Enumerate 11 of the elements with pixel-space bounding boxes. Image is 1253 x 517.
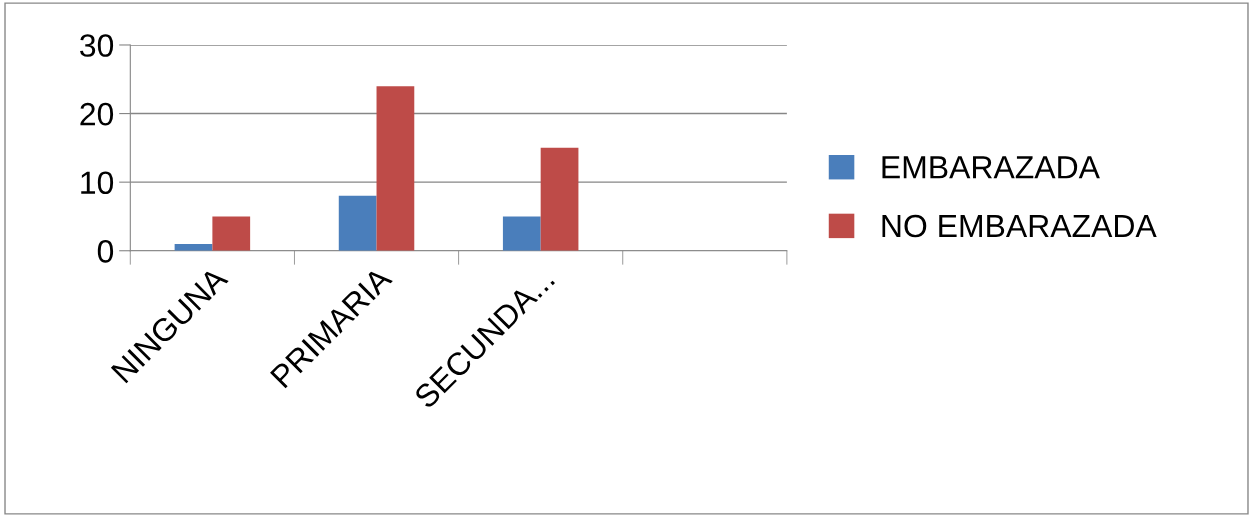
legend-label: NO EMBARAZADA bbox=[882, 214, 1157, 238]
y-tick-label: 10 bbox=[81, 171, 114, 195]
y-tick-label: 30 bbox=[80, 34, 114, 57]
legend-label: EMBARAZADA bbox=[882, 156, 1100, 179]
bar bbox=[502, 216, 541, 251]
bar bbox=[540, 147, 579, 251]
bar bbox=[376, 86, 415, 251]
y-tick-label: 0 bbox=[97, 240, 114, 263]
y-tick-label: 20 bbox=[80, 102, 114, 126]
bar bbox=[212, 216, 251, 251]
bar bbox=[338, 195, 377, 251]
